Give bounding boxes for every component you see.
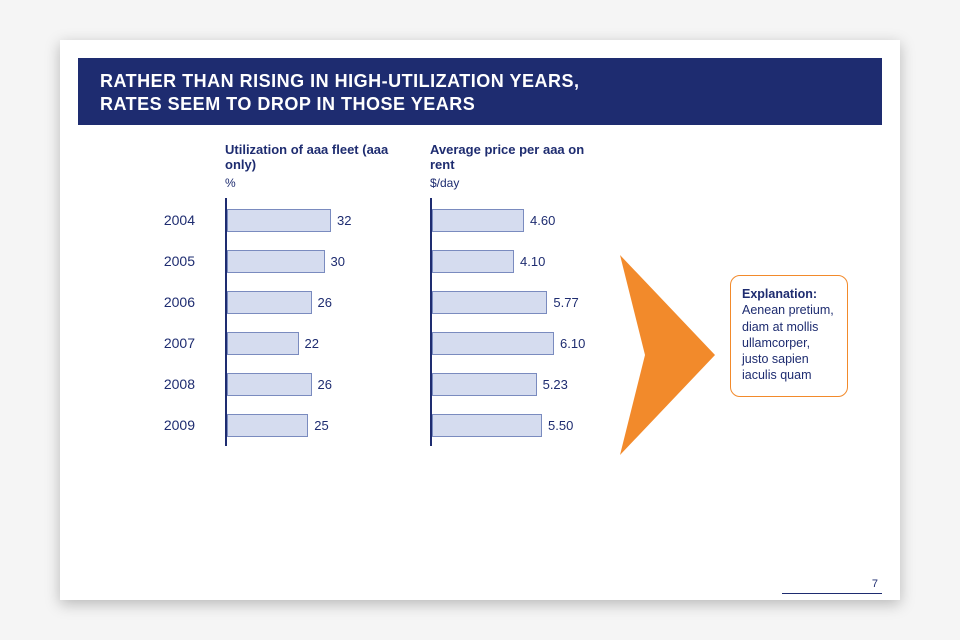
chart1-unit: % xyxy=(225,176,395,190)
bar-row: 4.60 xyxy=(432,200,605,241)
bar xyxy=(227,291,312,314)
bar-value: 26 xyxy=(318,377,332,392)
bar-row: 6.10 xyxy=(432,323,605,364)
bar-value: 5.50 xyxy=(548,418,573,433)
bar-row: 22 xyxy=(227,323,395,364)
bar xyxy=(432,291,547,314)
footer-line xyxy=(782,593,882,594)
bar-value: 22 xyxy=(305,336,319,351)
bar-value: 25 xyxy=(314,418,328,433)
callout-head: Explanation: xyxy=(742,286,836,302)
bar xyxy=(227,250,325,273)
bar xyxy=(227,209,331,232)
title-line-2: RATES SEEM TO DROP IN THOSE YEARS xyxy=(100,93,860,116)
year-label: 2008 xyxy=(115,363,195,404)
bar-row: 25 xyxy=(227,405,395,446)
utilization-chart: Utilization of aaa fleet (aaa only) % 32… xyxy=(225,143,395,446)
bar xyxy=(432,332,554,355)
chart2-title: Average price per aaa on rent xyxy=(430,143,605,175)
bar-row: 4.10 xyxy=(432,241,605,282)
chart1-bars: 32 30 26 22 26 25 xyxy=(225,198,395,446)
bar xyxy=(432,250,514,273)
year-label: 2004 xyxy=(115,199,195,240)
year-label: 2006 xyxy=(115,281,195,322)
year-label: 2005 xyxy=(115,240,195,281)
bar-row: 32 xyxy=(227,200,395,241)
arrow-icon xyxy=(620,255,715,455)
bar-row: 30 xyxy=(227,241,395,282)
title-bar: RATHER THAN RISING IN HIGH-UTILIZATION Y… xyxy=(78,58,882,125)
content-area: 200420052006200720082009 Utilization of … xyxy=(60,125,900,565)
price-chart: Average price per aaa on rent $/day 4.60… xyxy=(430,143,605,446)
chart1-title: Utilization of aaa fleet (aaa only) xyxy=(225,143,395,175)
page-number: 7 xyxy=(872,578,878,590)
bar xyxy=(227,332,299,355)
bar xyxy=(227,373,312,396)
bar-row: 26 xyxy=(227,282,395,323)
bar-row: 5.50 xyxy=(432,405,605,446)
bar-value: 32 xyxy=(337,213,351,228)
bar-value: 26 xyxy=(318,295,332,310)
chart2-unit: $/day xyxy=(430,176,605,190)
year-label: 2007 xyxy=(115,322,195,363)
bar-value: 4.10 xyxy=(520,254,545,269)
bar-value: 5.23 xyxy=(543,377,568,392)
bar xyxy=(227,414,308,437)
chart2-bars: 4.60 4.10 5.77 6.10 5.23 5.50 xyxy=(430,198,605,446)
bar-value: 4.60 xyxy=(530,213,555,228)
arrow-shape xyxy=(620,255,715,455)
title-line-1: RATHER THAN RISING IN HIGH-UTILIZATION Y… xyxy=(100,70,860,93)
slide: RATHER THAN RISING IN HIGH-UTILIZATION Y… xyxy=(60,40,900,600)
callout-body: Aenean pretium, diam at mollis ullamcorp… xyxy=(742,303,834,382)
bar-value: 6.10 xyxy=(560,336,585,351)
bar-value: 30 xyxy=(331,254,345,269)
bar-row: 5.77 xyxy=(432,282,605,323)
bar-row: 26 xyxy=(227,364,395,405)
bar xyxy=(432,373,537,396)
year-axis: 200420052006200720082009 xyxy=(115,199,195,445)
bar-row: 5.23 xyxy=(432,364,605,405)
year-label: 2009 xyxy=(115,404,195,445)
explanation-callout: Explanation: Aenean pretium, diam at mol… xyxy=(730,275,848,397)
bar xyxy=(432,414,542,437)
bar-value: 5.77 xyxy=(553,295,578,310)
bar xyxy=(432,209,524,232)
